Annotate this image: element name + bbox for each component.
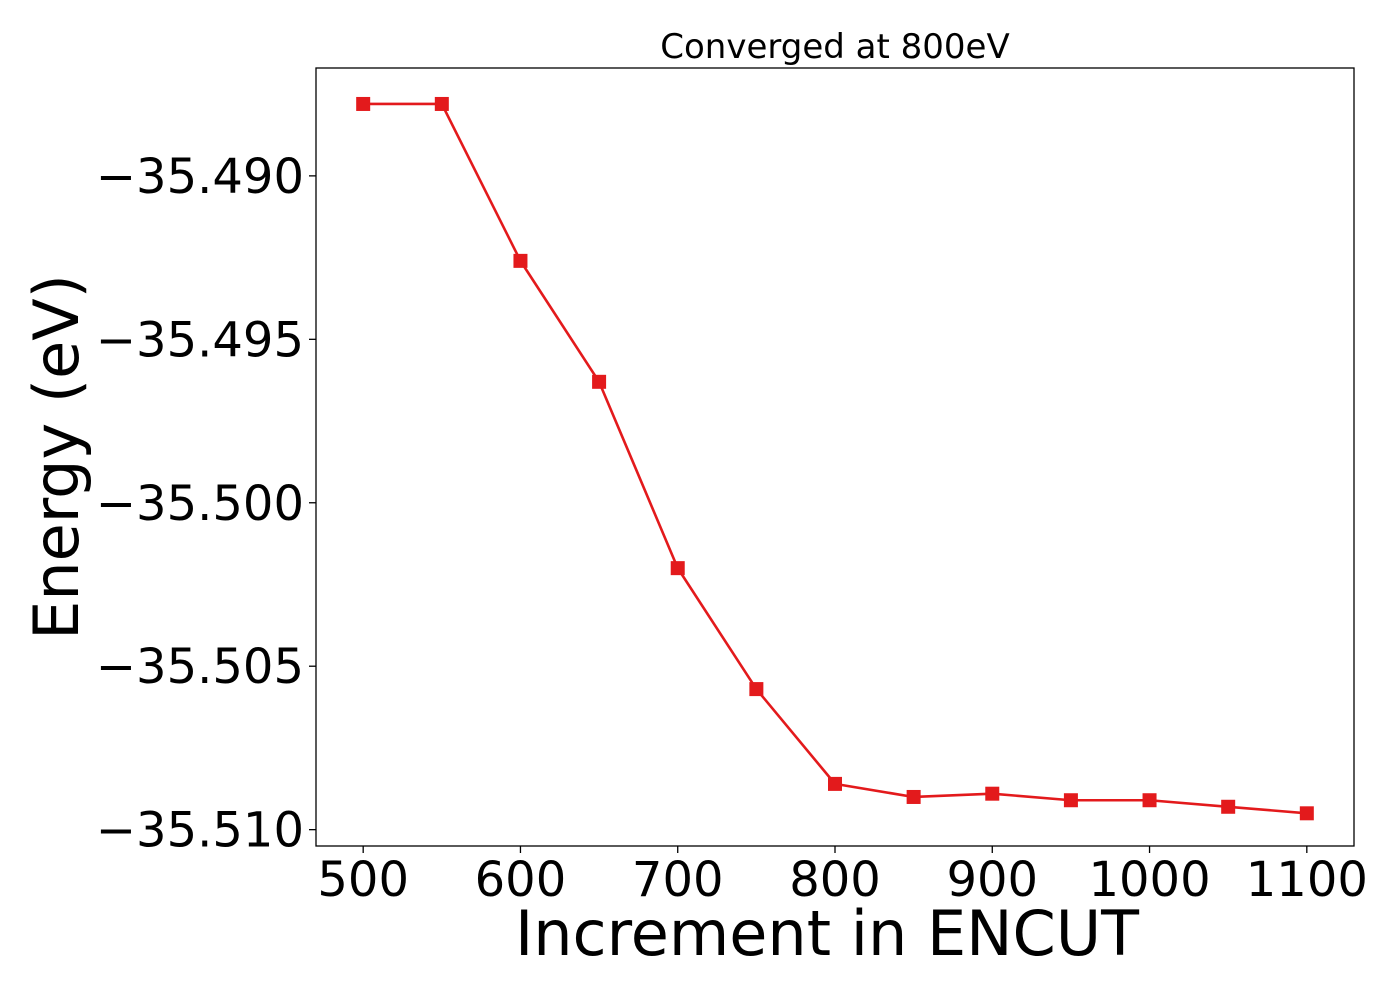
data-point-marker	[906, 789, 921, 804]
data-point-marker	[356, 96, 371, 111]
y-tick-label: −35.495	[96, 312, 304, 368]
data-point-marker	[592, 374, 607, 389]
plot-area-frame	[315, 67, 1355, 847]
x-tick-label: 600	[475, 852, 567, 908]
data-point-marker	[828, 776, 842, 791]
data-point-marker	[985, 786, 1000, 801]
y-axis-label: Energy (eV)	[20, 274, 93, 640]
y-tick-label: −35.505	[96, 639, 304, 695]
data-point-marker	[513, 253, 528, 268]
y-tick-label: −35.510	[96, 803, 304, 859]
x-tick-label: 900	[946, 852, 1038, 908]
x-tick-label: 500	[317, 852, 409, 908]
data-point-marker	[670, 561, 685, 576]
data-point-marker	[1221, 799, 1236, 814]
data-point-marker	[749, 682, 764, 697]
data-point-marker	[1299, 806, 1314, 821]
x-axis-ticks: 500 600 700 800 900 1000 1100	[317, 846, 1368, 908]
x-tick-label: 700	[632, 852, 724, 908]
y-axis-ticks: −35.490 −35.495 −35.500 −35.505 −35.510	[96, 149, 316, 859]
x-tick-label: 1100	[1246, 852, 1368, 908]
data-point-marker	[1063, 793, 1078, 808]
x-tick-label: 1000	[1088, 852, 1210, 908]
y-tick-label: −35.500	[96, 476, 304, 532]
x-axis-label: Increment in ENCUT	[515, 897, 1140, 970]
series-layer	[356, 96, 1314, 821]
chart-title: Converged at 800eV	[660, 27, 1009, 67]
data-point-marker	[1142, 793, 1157, 808]
data-point-marker	[434, 96, 449, 111]
x-tick-label: 800	[789, 852, 881, 908]
y-tick-label: −35.490	[96, 149, 304, 205]
